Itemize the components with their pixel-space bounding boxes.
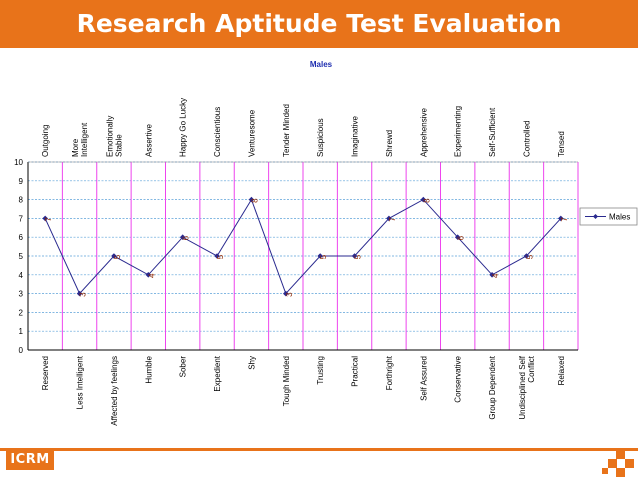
icrm-logo: ICRM [6,450,54,470]
data-point [76,290,83,297]
y-tick-label: 5 [19,252,24,261]
top-trait-label: Happy Go Lucky [179,98,188,157]
data-value-label: 7 [560,217,569,222]
top-trait-label: MoreIntelligent [71,122,89,157]
legend-box [579,207,638,226]
data-point [145,272,152,278]
top-trait-label: Tensed [557,131,566,157]
data-point [248,196,255,203]
data-point [558,215,564,222]
data-value-label: 5 [525,254,534,259]
data-value-label: 6 [457,235,466,240]
bottom-stripe [0,448,638,451]
series-males [42,196,564,297]
legend-marker [593,214,598,219]
bottom-trait-label: Relaxed [557,356,566,385]
data-value-label: 8 [250,198,259,203]
data-value-label: 5 [319,254,328,259]
data-value-label: 7 [44,217,53,222]
data-point [214,253,220,259]
top-trait-label: Experimenting [454,106,463,157]
top-trait-label: Tender Minded [282,104,291,157]
data-value-label: 6 [182,235,191,240]
corner-logo-mark [602,450,634,477]
y-tick-label: 8 [19,196,24,205]
data-value-label: 4 [491,273,500,278]
bottom-trait-label: Practical [351,356,360,387]
data-value-label: 4 [147,273,156,278]
bottom-trait-labels: Reserved Less Intelligent Affected by feel… [41,355,566,425]
data-value-label: 3 [285,292,294,297]
axes [27,161,578,351]
y-tick-label: 6 [19,233,24,242]
y-tick-label: 3 [19,290,24,299]
bottom-trait-label: Conservative [454,355,463,402]
y-tick-label: 4 [19,271,24,280]
bottom-trait-label: Reserved [41,356,50,390]
bottom-trait-label: Humble [144,355,153,383]
title-bar [0,0,638,48]
data-value-label: 8 [422,198,431,203]
slide-body [0,48,638,448]
y-tick-label: 10 [14,158,23,167]
data-point [283,290,289,297]
slide-title: Research Aptitude Test Evaluation [76,9,562,38]
bottom-trait-label: Self Assured [419,356,428,401]
top-trait-label: Venturesome [247,109,256,157]
data-value-label: 7 [388,217,397,222]
legend: Males [579,207,638,226]
data-point [489,272,495,278]
data-point [386,215,392,222]
y-tick-labels: 0 1 2 3 4 5 6 7 8 9 10 [14,158,23,355]
data-value-label: 5 [113,254,122,259]
legend-label: Males [609,213,630,222]
bottom-trait-label: Undisciplined SelfConflict [518,355,536,419]
vertical-gridlines [61,162,579,350]
series-line [44,198,562,295]
bottom-trait-label: Affected by feelings [110,356,119,426]
top-trait-label: Assertive [144,124,153,157]
data-point [42,215,48,222]
bottom-trait-label: Expedient [213,355,222,391]
bottom-trait-label: Forthright [385,355,394,390]
y-tick-label: 0 [19,346,24,355]
data-point [317,253,323,259]
bottom-trait-label: Less Intelligent [76,355,85,409]
data-point [523,253,530,259]
personality-line-chart: Males 0 1 2 3 4 5 6 7 8 9 10 Outgoing MoreIntellige… [14,60,638,426]
data-point [179,234,186,240]
top-trait-labels: Outgoing MoreIntelligent EmotionallyStable… [41,98,566,157]
y-tick-label: 2 [19,308,24,317]
top-trait-label: Apprehensive [419,108,428,157]
top-trait-label: Outgoing [41,125,50,157]
top-trait-label: Conscientious [213,107,222,157]
top-trait-label: Suspicious [316,118,325,157]
top-trait-label: Controlled [522,121,531,157]
bottom-trait-label: Sober [179,356,188,378]
bottom-trait-label: Trusting [316,356,325,385]
data-value-label: 5 [216,254,225,259]
data-value-label: 5 [354,254,363,259]
top-trait-label: EmotionallyStable [105,116,123,157]
bottom-trait-label: Shy [247,356,256,370]
y-tick-label: 7 [19,214,24,223]
data-point [111,253,117,259]
footer [0,451,638,478]
top-trait-label: Imaginative [351,116,360,157]
y-tick-label: 9 [19,177,24,186]
top-trait-label: Shrewd [385,130,394,157]
data-point [420,196,427,203]
bottom-trait-label: Group Dependent [488,355,497,419]
y-tick-label: 1 [19,327,24,336]
data-point [351,253,358,259]
data-value-labels: 7 3 5 4 6 5 8 3 5 5 7 8 6 4 5 7 [44,198,569,297]
top-trait-label: Self-Sufficient [488,107,497,157]
chart-title: Males [310,60,333,69]
bottom-trait-label: Tough Minded [282,356,291,406]
data-point [454,234,461,240]
data-value-label: 3 [79,292,88,297]
